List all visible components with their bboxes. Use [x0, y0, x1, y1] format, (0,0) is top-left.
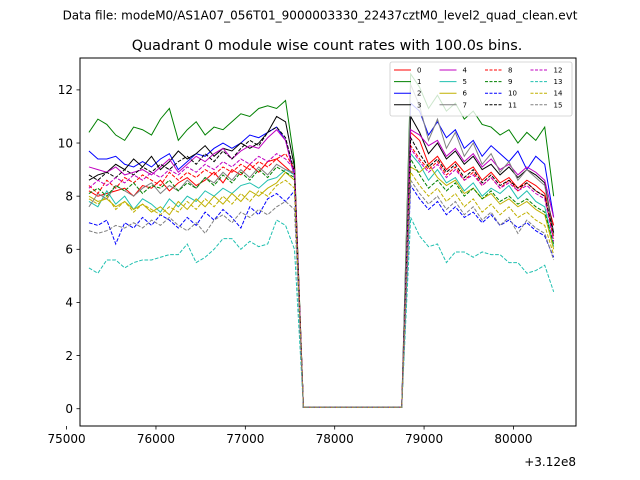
legend-label-15: 15	[554, 101, 563, 109]
series-line-10	[88, 183, 555, 408]
plot-lines	[88, 72, 555, 408]
x-tick-label: 77000	[226, 432, 264, 446]
legend-label-0: 0	[417, 67, 421, 75]
series-line-7	[88, 84, 555, 408]
legend-label-7: 7	[463, 101, 467, 109]
y-tick-label: 10	[58, 136, 73, 150]
y-tick-label: 6	[65, 243, 73, 257]
legend-label-12: 12	[554, 67, 563, 75]
y-tick-label: 8	[65, 189, 73, 203]
legend-label-14: 14	[554, 90, 563, 98]
legend-label-9: 9	[508, 78, 512, 86]
series-line-1	[88, 72, 555, 408]
legend-label-11: 11	[508, 101, 517, 109]
legend-label-10: 10	[508, 90, 517, 98]
x-tick-label: 78000	[316, 432, 354, 446]
series-line-2	[88, 102, 555, 408]
series-line-8	[88, 144, 555, 408]
series-line-9	[88, 157, 555, 408]
y-tick-label: 0	[65, 402, 73, 416]
y-tick-label: 12	[58, 83, 73, 97]
figure-suptitle: Data file: modeM0/AS1A07_056T01_90000033…	[63, 9, 578, 23]
series-line-15	[88, 178, 555, 408]
legend-label-2: 2	[417, 90, 421, 98]
series-line-0	[88, 131, 555, 408]
y-axis: 0 2 4 6 8 10 12	[58, 83, 80, 416]
chart-title: Quadrant 0 module wise count rates with …	[132, 38, 523, 54]
legend-label-6: 6	[463, 90, 468, 98]
legend-label-8: 8	[508, 67, 512, 75]
legend-box	[389, 61, 573, 117]
legend-label-3: 3	[417, 101, 421, 109]
y-tick-label: 2	[65, 349, 73, 363]
x-tick-label: 75000	[48, 432, 86, 446]
plot-frame	[79, 57, 577, 427]
x-tick-label: 80000	[494, 432, 532, 446]
series-line-6	[88, 163, 555, 408]
x-tick-label: 76000	[137, 432, 175, 446]
series-line-13	[88, 217, 555, 408]
legend-label-1: 1	[417, 78, 421, 86]
y-tick-label: 4	[65, 296, 73, 310]
legend-label-5: 5	[463, 78, 467, 86]
legend-label-13: 13	[554, 78, 563, 86]
series-line-4	[88, 128, 555, 408]
x-axis: 75000 76000 77000 78000 79000 80000	[48, 426, 533, 446]
x-tick-label: 79000	[405, 432, 443, 446]
legend-label-4: 4	[463, 67, 468, 75]
x-offset-label: +3.12e8	[524, 455, 576, 469]
